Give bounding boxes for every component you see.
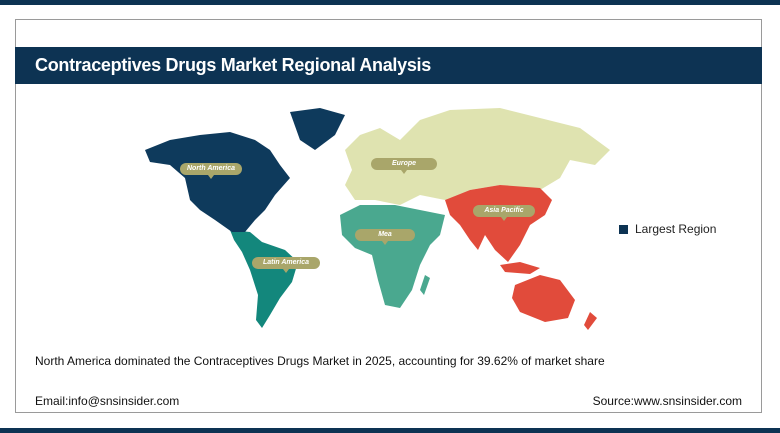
source-text: Source:www.snsinsider.com <box>592 394 742 408</box>
legend-swatch <box>619 224 628 234</box>
legend: Largest Region <box>619 222 716 236</box>
summary-text: North America dominated the Contraceptiv… <box>35 354 605 368</box>
region-europe <box>345 108 610 205</box>
label-europe: Europe <box>371 158 437 174</box>
email-text: Email:info@snsinsider.com <box>35 394 180 408</box>
region-asia-pacific <box>445 185 597 330</box>
label-north-america: North America <box>180 163 242 179</box>
region-mea <box>340 205 445 308</box>
bottom-bar <box>0 428 780 433</box>
label-asia-pacific: Asia Pacific <box>473 205 535 221</box>
world-map <box>145 108 610 330</box>
region-north-america <box>145 108 345 232</box>
region-latin-america <box>230 230 298 328</box>
legend-label: Largest Region <box>635 222 717 236</box>
label-latin-america: Latin America <box>252 257 320 273</box>
top-bar <box>0 0 780 5</box>
page-title: Contraceptives Drugs Market Regional Ana… <box>15 47 762 84</box>
label-mea: Mea <box>355 229 415 245</box>
